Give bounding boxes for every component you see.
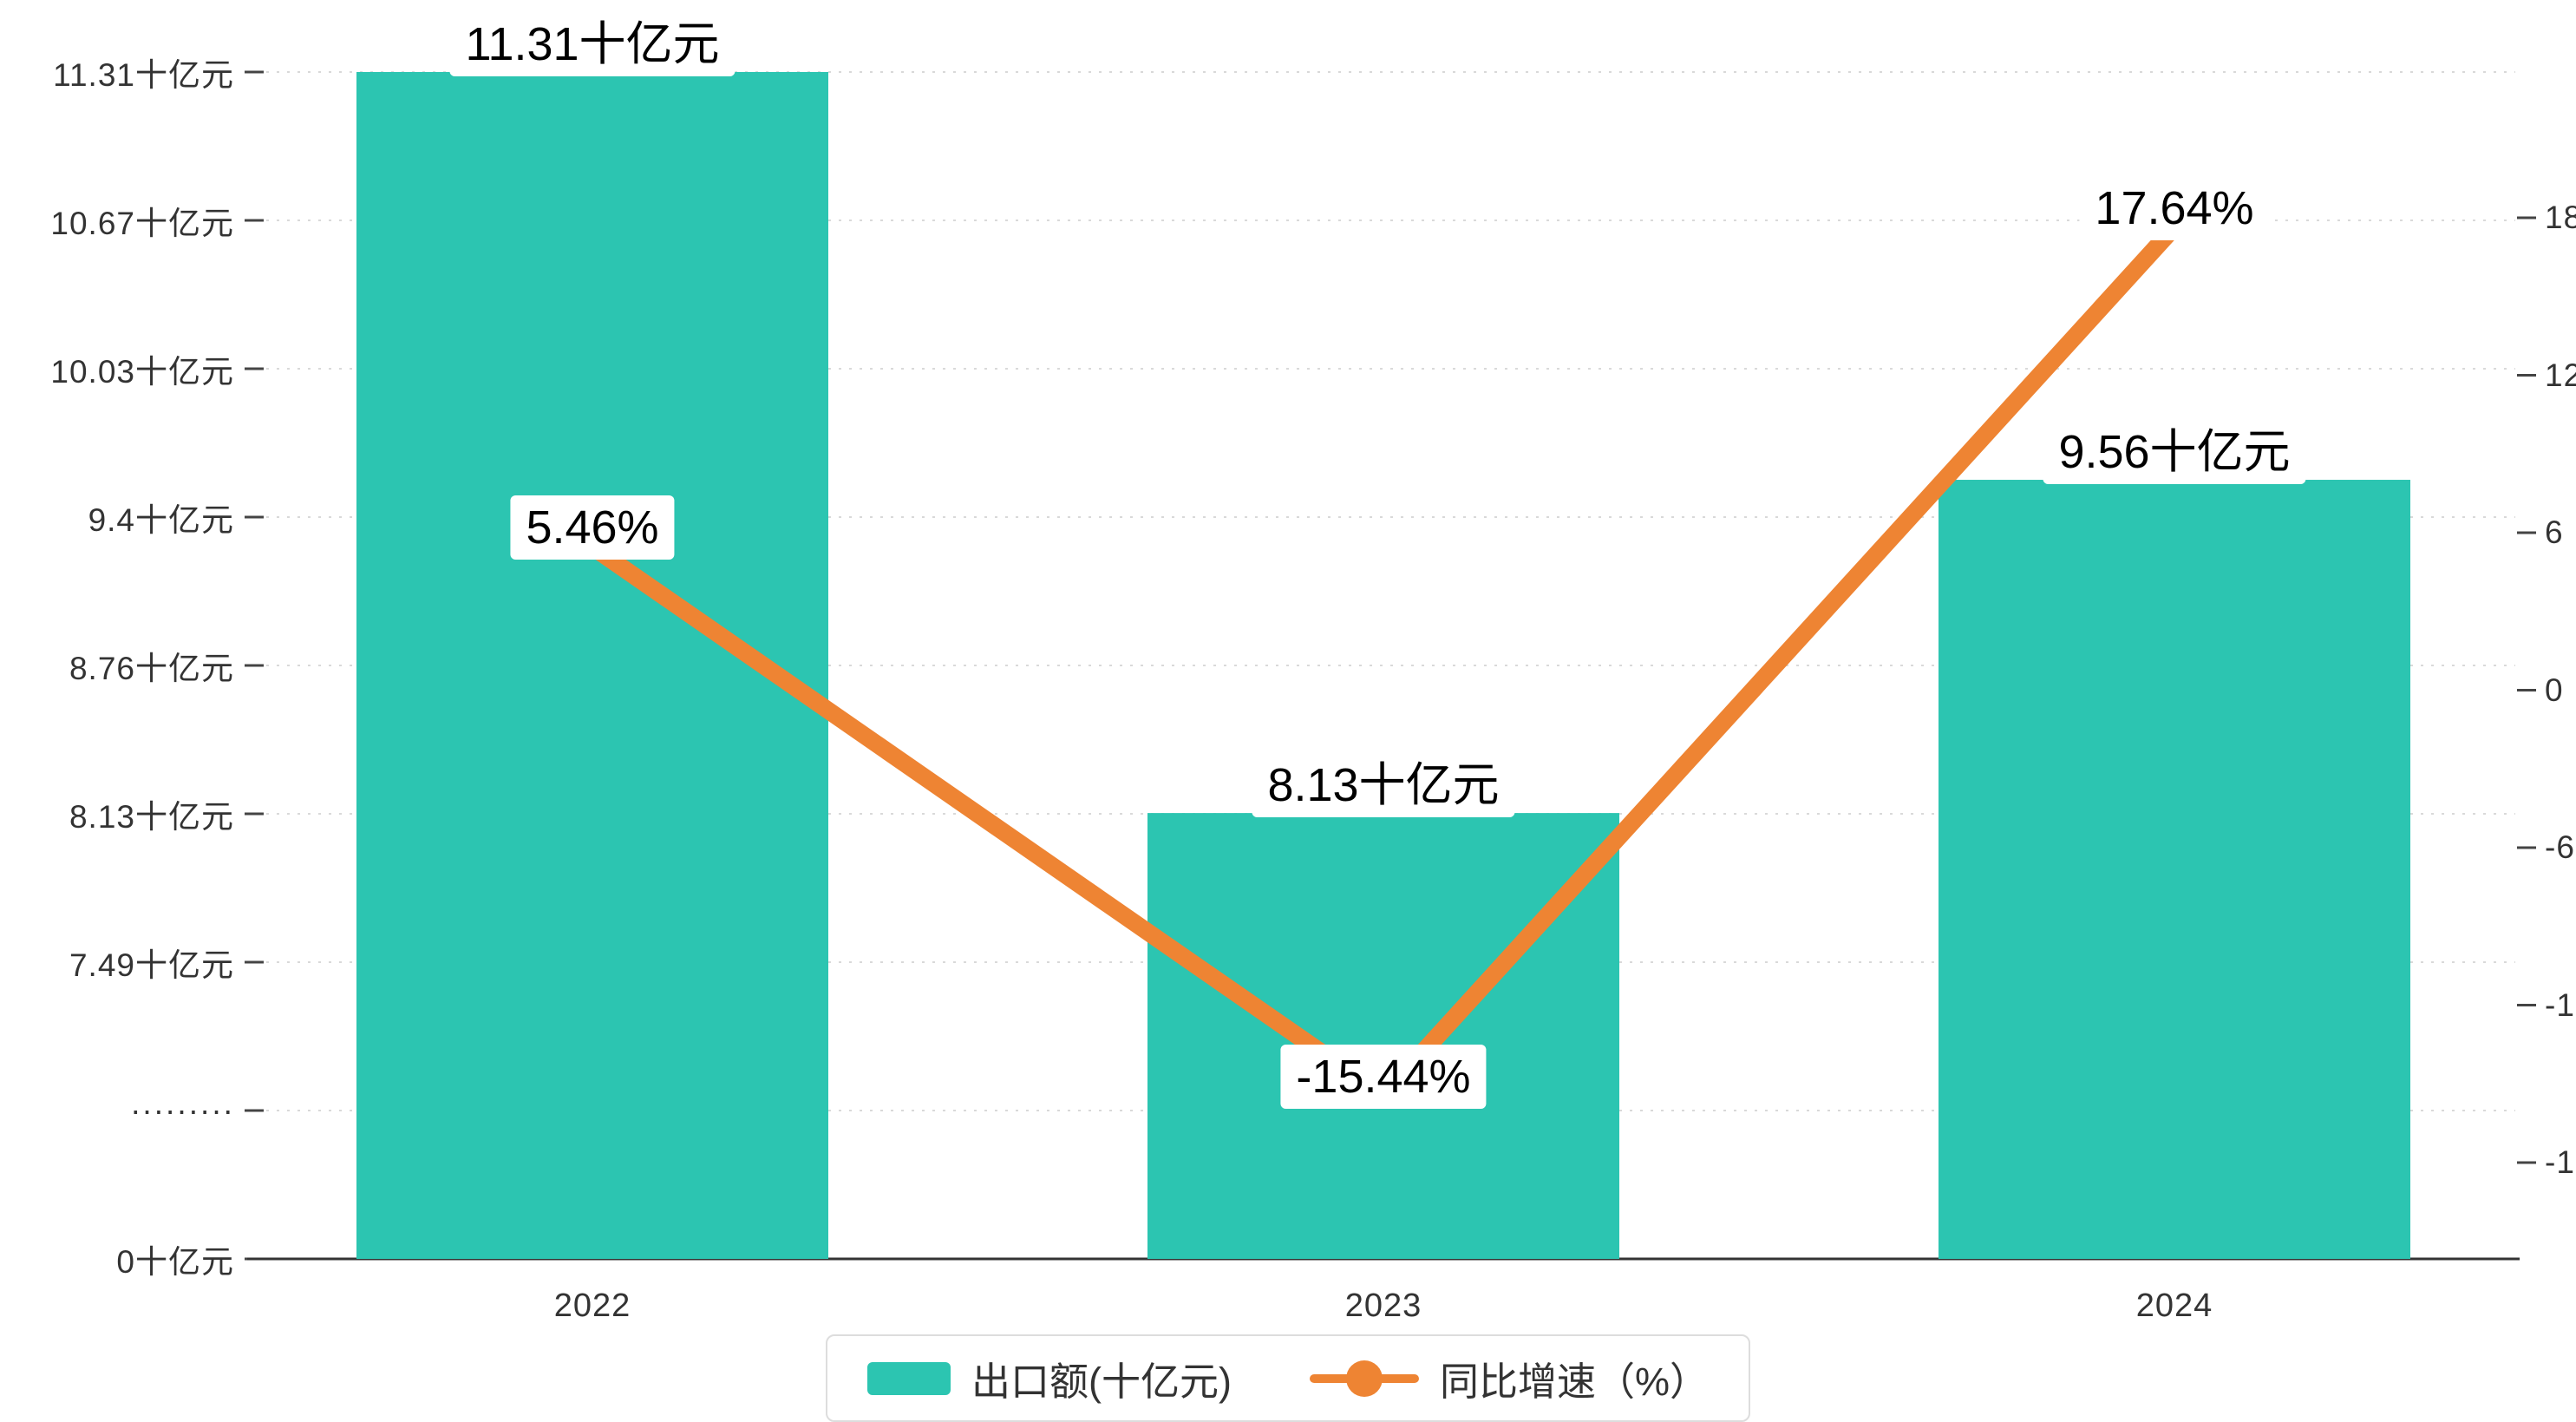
bar-2023 [1147, 813, 1619, 1259]
legend-item-line-series[interactable]: 同比增速（%） [1309, 1350, 1709, 1406]
legend-item-bar-series[interactable]: 出口额(十亿元) [867, 1350, 1232, 1406]
bar-2024 [1939, 480, 2410, 1259]
legend-label: 同比增速（%） [1439, 1360, 1709, 1404]
legend-label: 出口额(十亿元) [971, 1360, 1232, 1404]
bar-swatch-icon [867, 1361, 951, 1395]
line-dot-icon [1309, 1360, 1419, 1398]
legend: 出口额(十亿元) 同比增速（%） [826, 1334, 1750, 1422]
